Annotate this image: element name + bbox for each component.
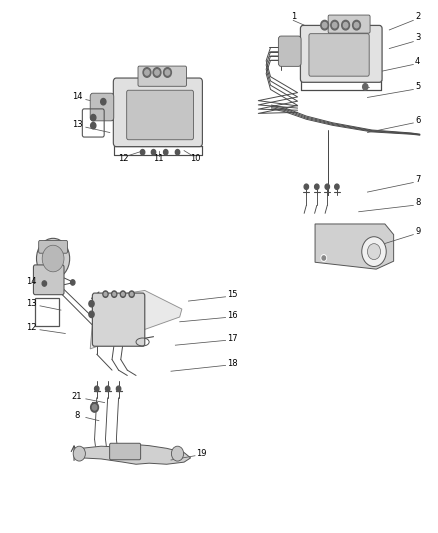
Circle shape — [91, 123, 96, 129]
Circle shape — [322, 22, 327, 28]
Circle shape — [322, 256, 325, 260]
Circle shape — [71, 280, 75, 285]
Text: 8: 8 — [74, 411, 80, 420]
Circle shape — [89, 311, 94, 318]
Circle shape — [335, 184, 339, 189]
Polygon shape — [75, 445, 191, 464]
Circle shape — [101, 99, 106, 105]
Text: 3: 3 — [415, 34, 420, 43]
Text: 11: 11 — [153, 154, 164, 163]
FancyBboxPatch shape — [309, 34, 369, 76]
Circle shape — [36, 238, 70, 279]
FancyBboxPatch shape — [113, 78, 202, 147]
FancyBboxPatch shape — [300, 26, 382, 82]
Text: 16: 16 — [227, 311, 237, 320]
Polygon shape — [90, 290, 182, 349]
Text: 1: 1 — [291, 12, 297, 21]
FancyBboxPatch shape — [33, 265, 64, 295]
Circle shape — [89, 301, 94, 307]
Circle shape — [145, 70, 149, 75]
Circle shape — [141, 150, 145, 155]
Circle shape — [325, 184, 329, 189]
Circle shape — [103, 291, 108, 297]
Circle shape — [321, 255, 326, 261]
Text: 15: 15 — [227, 289, 237, 298]
Circle shape — [91, 402, 99, 412]
Circle shape — [91, 115, 96, 121]
Polygon shape — [315, 224, 394, 269]
Circle shape — [42, 245, 64, 272]
Text: 7: 7 — [415, 175, 420, 184]
Circle shape — [112, 291, 117, 297]
Text: 19: 19 — [196, 449, 207, 458]
Circle shape — [163, 150, 168, 155]
Circle shape — [42, 281, 46, 286]
Circle shape — [129, 291, 134, 297]
FancyBboxPatch shape — [90, 93, 114, 121]
Text: 13: 13 — [72, 120, 82, 129]
Circle shape — [95, 386, 99, 391]
Circle shape — [304, 184, 308, 189]
Circle shape — [332, 22, 337, 28]
Circle shape — [104, 293, 107, 296]
Text: 2: 2 — [415, 12, 420, 21]
FancyBboxPatch shape — [92, 293, 145, 346]
FancyBboxPatch shape — [39, 240, 67, 253]
Text: 5: 5 — [415, 82, 420, 91]
Circle shape — [155, 70, 159, 75]
Circle shape — [92, 405, 97, 410]
Circle shape — [314, 184, 319, 189]
Circle shape — [131, 293, 133, 296]
Circle shape — [362, 237, 386, 266]
Circle shape — [165, 70, 170, 75]
Circle shape — [321, 20, 328, 30]
Circle shape — [171, 446, 184, 461]
FancyBboxPatch shape — [127, 90, 194, 140]
Text: 14: 14 — [26, 277, 36, 286]
Text: 4: 4 — [415, 57, 420, 66]
FancyBboxPatch shape — [279, 36, 301, 66]
Circle shape — [354, 22, 359, 28]
FancyBboxPatch shape — [328, 15, 370, 33]
Circle shape — [113, 293, 116, 296]
Circle shape — [331, 20, 339, 30]
Circle shape — [343, 22, 348, 28]
Text: 10: 10 — [190, 154, 200, 163]
Circle shape — [117, 386, 121, 391]
Text: 9: 9 — [415, 228, 420, 237]
Bar — [35, 298, 59, 326]
FancyBboxPatch shape — [138, 66, 187, 86]
Circle shape — [175, 150, 180, 155]
Circle shape — [363, 84, 368, 90]
Text: 14: 14 — [72, 92, 82, 101]
Circle shape — [342, 20, 350, 30]
Text: 12: 12 — [118, 154, 128, 163]
Text: 21: 21 — [72, 392, 82, 401]
Circle shape — [353, 20, 360, 30]
Text: 8: 8 — [415, 198, 420, 207]
FancyBboxPatch shape — [110, 443, 141, 460]
Circle shape — [73, 446, 85, 461]
Circle shape — [106, 386, 110, 391]
Circle shape — [163, 68, 171, 77]
Text: 12: 12 — [26, 323, 36, 332]
Text: 6: 6 — [415, 116, 420, 125]
Text: 18: 18 — [227, 359, 237, 368]
Text: 17: 17 — [227, 334, 237, 343]
Circle shape — [367, 244, 381, 260]
Circle shape — [151, 150, 155, 155]
Circle shape — [120, 291, 126, 297]
Circle shape — [143, 68, 151, 77]
Text: 13: 13 — [26, 299, 36, 308]
Circle shape — [122, 293, 124, 296]
Circle shape — [153, 68, 161, 77]
